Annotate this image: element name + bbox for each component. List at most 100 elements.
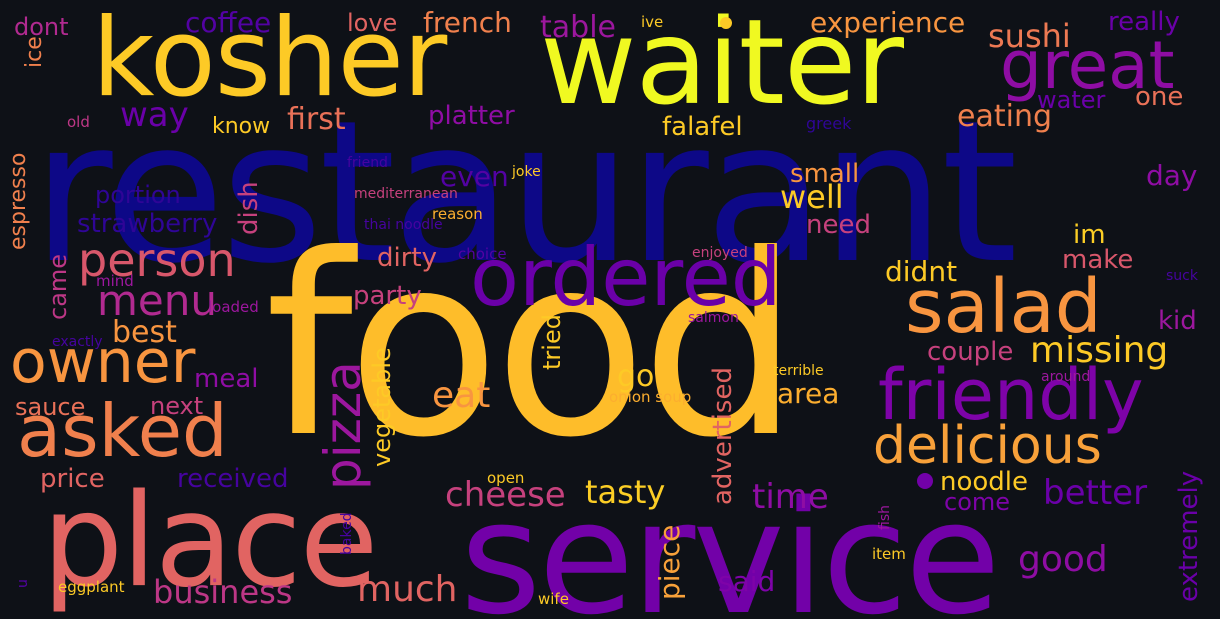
word-couple: couple [927,337,1014,367]
word-reason: enjoyed [692,245,748,261]
word-really: really [1108,7,1180,37]
word-meal: meal [194,364,259,394]
word-onion-soup: u [15,579,31,588]
word-exactly: onion soup [609,388,692,406]
word-kosher: kosher [92,0,447,121]
word-im: im [1073,220,1106,250]
word-said: said [718,565,776,598]
word-cheese: cheese [445,475,566,515]
word-tasty: tasty [585,473,666,511]
word-u: ice [22,36,47,68]
word-open: baked [339,512,355,555]
word-french: french [423,6,512,39]
word-water: water [1037,86,1106,114]
word-table: table [540,10,616,45]
word-area: area [777,377,840,410]
dot-mark [917,473,933,489]
word-friendly: friendly [878,354,1144,436]
word-joke: thai noodle [364,217,443,233]
word-go: go [617,359,655,394]
word-good: good [1018,539,1108,580]
word-come: come [944,488,1011,516]
word-terrible: open [487,469,525,487]
word-well: well [780,178,844,216]
word-make: make [1062,245,1134,275]
word-mediterranean: choice [458,245,507,263]
word-wife: wife [538,590,569,608]
word-owner: owner [10,327,196,397]
word-even: even [440,160,509,193]
word-suck: around [1041,369,1091,385]
word-enjoyed: salmon [688,310,739,326]
word-sauce: sauce [15,393,86,421]
word-restaurant: restaurant [32,79,1018,307]
word-platter: platter [428,101,515,131]
word-know: know [212,114,271,139]
word-menu: menu [97,276,217,325]
word-dirty: dirty [377,243,437,273]
word-dont: dont [14,13,69,41]
word-much: much [357,569,458,610]
word-piece: piece [653,524,686,600]
word-didnt: didnt [885,255,958,288]
word-price: price [40,464,105,494]
word-dish: dish [234,181,264,235]
word-old: friend [347,155,388,171]
word-item: item [872,545,906,563]
word-advertised: advertised [708,367,738,505]
word-thai-noodle: mind [96,272,134,290]
word-fish: strawberry [77,209,218,239]
word-around: fish [877,505,893,530]
word-noodle: noodle [940,467,1029,497]
word-came: came [44,253,72,320]
word-way: way [120,95,189,135]
word-person: person [78,233,236,287]
word-kid: kid [1158,306,1197,336]
word-sushi: sushi [988,17,1071,55]
word-strawberry: greek [806,114,852,133]
word-party: party [353,281,422,311]
word-asked: asked [17,389,228,473]
word-better: better [1043,473,1148,513]
word-best: best [112,315,177,350]
word-place: place [42,467,378,616]
word-coffee: coffee [185,6,272,39]
word-greek: mediterranean [354,186,458,202]
word-eggplant: eggplant [58,578,125,596]
word-eat: eat [432,375,491,416]
word-ice: portion [95,181,181,209]
word-salad: salad [905,264,1102,350]
word-time: time [752,477,829,517]
word-missing: missing [1030,330,1169,371]
word-received: received [177,464,289,494]
word-eating: eating [957,99,1052,134]
word-espresso: espresso [6,152,31,250]
dot-mark [720,17,732,29]
word-great: great [1000,27,1175,104]
word-friend: reason [432,205,483,223]
word-love: love [347,9,398,37]
word-need: need [806,210,871,240]
word-delicious: delicious [873,416,1102,476]
word-loaded: exactly [52,334,103,350]
word-vegetable: vegetable [368,347,396,467]
word-falafel: falafel [662,112,743,142]
word-business: business [153,573,293,611]
word-next: next [150,392,204,420]
word-mind: suck [1166,268,1198,284]
word-portion: ive [641,13,664,31]
word-day: day [1146,159,1198,192]
word-ive: joke [512,164,541,180]
word-small: small [790,159,860,189]
word-one: one [1135,82,1184,112]
word-baked: old [67,113,90,131]
word-first: first [287,102,346,137]
word-pizza: pizza [314,361,372,490]
word-food: food [265,201,800,492]
word-service: service [460,467,1001,619]
word-salmon: terrible [773,363,824,379]
word-choice: loaded [208,298,259,316]
word-experience: experience [810,6,966,39]
word-ordered: ordered [470,231,782,324]
